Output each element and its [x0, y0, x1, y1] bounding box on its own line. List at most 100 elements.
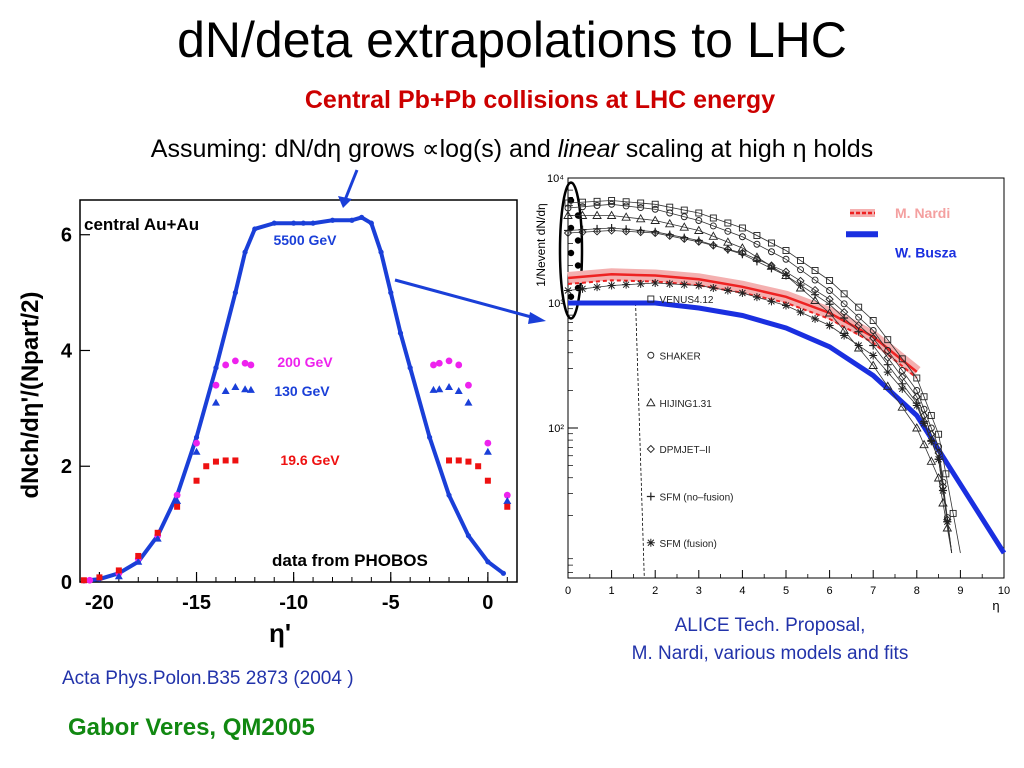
- right-x-tick-label: 0: [565, 585, 571, 597]
- series-sfm-no-fusion-marker: [767, 264, 776, 273]
- series-hijing1-31-marker: [912, 423, 922, 432]
- model-label-shaker: SHAKER: [660, 351, 701, 362]
- series-shaker-marker: [593, 202, 601, 209]
- series-sfm-no-fusion-marker: [709, 241, 718, 250]
- series-label-19-6-gev: 19.6 GeV: [280, 452, 340, 468]
- series-19-6-gev-point: [174, 503, 181, 510]
- series-hijing1-31-marker: [942, 523, 953, 532]
- series-hijing1-31-marker: [708, 231, 719, 240]
- right-chart-alice: 0 1 2 3 4 5 6 7 8 9 10 10² 10³ 10⁴ η 1/Nevent dN/dη VENU…: [534, 173, 1010, 613]
- series-shaker-marker: [608, 200, 616, 208]
- series-sfm-no-fusion-marker: [782, 271, 790, 280]
- series-dpmjet-ii-marker: [563, 228, 573, 238]
- right-x-tick-label: 6: [827, 585, 833, 597]
- series-200-gev-point: [247, 361, 255, 369]
- series-venus4-12-marker: [579, 198, 586, 206]
- series-shaker-marker: [826, 287, 834, 294]
- series-sfm-fusion-marker: [840, 331, 849, 340]
- series-venus4-12-marker: [797, 257, 804, 264]
- series-venus4-12-marker: [811, 267, 819, 274]
- left-plot-frame: [79, 199, 518, 583]
- series-19-6-gev-point: [80, 577, 87, 584]
- series-shaker-marker: [579, 203, 586, 211]
- series-130-gev-point: [231, 382, 240, 390]
- series-5500-gev-point: [407, 365, 413, 371]
- slide-title: dN/deta extrapolations to LHC: [177, 12, 847, 68]
- series-shaker-marker: [622, 202, 630, 210]
- series-venus4-12-marker: [935, 430, 943, 438]
- series-venus4-12-marker: [855, 303, 863, 311]
- series-sfm-fusion-marker: [927, 437, 936, 446]
- left-y-tick-label: 0: [61, 572, 72, 594]
- series-sfm-fusion-marker: [883, 368, 892, 377]
- series-hijing1-31-marker: [824, 308, 835, 317]
- model-label-venus4-12-marker: [647, 295, 655, 303]
- arrow-top-shaft: [343, 169, 359, 201]
- left-x-tick-label: -5: [382, 592, 400, 614]
- series-sfm-no-fusion-marker: [564, 226, 572, 235]
- series-130-gev-point: [134, 557, 143, 565]
- series-shaker-line: [567, 203, 953, 554]
- series-shaker-marker: [666, 209, 674, 217]
- series-sfm-fusion-marker: [811, 314, 820, 323]
- left-annotation-bottom: data from PHOBOS: [272, 551, 428, 570]
- series-venus4-12-marker: [637, 199, 645, 207]
- series-200-gev-point: [503, 491, 511, 499]
- series-sfm-no-fusion-marker: [854, 327, 863, 336]
- series-hijing1-31-marker: [795, 283, 806, 292]
- right-x-tick-label: 8: [914, 585, 920, 597]
- series-shaker-marker: [709, 222, 717, 230]
- series-sfm-fusion-marker: [709, 284, 718, 292]
- series-sfm-fusion-marker: [593, 283, 602, 292]
- series-200-gev-point: [484, 439, 492, 447]
- series-130-gev-point: [173, 496, 182, 504]
- assumption-text: Assuming: dN/dη grows ∝log(s) and linear…: [0, 134, 1024, 164]
- left-x-tick-label: -15: [182, 592, 211, 614]
- series-200-gev-point: [173, 491, 181, 499]
- series-hijing1-31-marker: [810, 295, 820, 304]
- series-hijing1-31-marker: [563, 210, 573, 219]
- series-sfm-no-fusion-marker: [796, 281, 805, 290]
- series-5500-gev-point: [368, 220, 374, 226]
- series-venus4-12-marker: [651, 200, 659, 208]
- series-sfm-fusion-marker: [796, 308, 805, 317]
- series-130-gev-point: [483, 447, 492, 455]
- series-hijing1-31-marker: [621, 212, 631, 221]
- left-x-axis-label: η': [269, 618, 291, 648]
- left-y-tick-label: 4: [61, 340, 73, 362]
- right-y-tick-label: 10³: [548, 298, 564, 310]
- right-x-tick-label: 9: [957, 585, 963, 597]
- series-5500-gev-line: [83, 215, 505, 583]
- assumption-italic: linear: [557, 135, 619, 163]
- series-5500-gev-point: [271, 220, 277, 226]
- reference-right-line2: M. Nardi, various models and fits: [631, 643, 909, 664]
- series-venus4-12-marker: [768, 239, 775, 247]
- right-y-tick-label: 10²: [548, 423, 564, 435]
- series-venus4-12-marker: [826, 277, 834, 284]
- series-shaker-marker: [768, 248, 775, 256]
- series-venus4-12-marker: [738, 224, 746, 232]
- legend-busza-label: W. Busza: [895, 244, 957, 260]
- series-venus4-12-line: [567, 200, 961, 554]
- arrow-right-head: [528, 312, 546, 324]
- series-130-gev-point: [192, 447, 201, 455]
- series-sfm-no-fusion-marker: [694, 236, 703, 245]
- right-plot-frame: [567, 177, 1005, 579]
- series-shaker-marker: [869, 327, 877, 334]
- series-shaker-marker: [753, 240, 761, 248]
- series-sfm-fusion-marker: [898, 384, 907, 393]
- series-19-6-gev-point: [446, 457, 453, 464]
- series-5500-gev-point: [397, 330, 404, 336]
- series-5500-gev-point: [427, 434, 433, 440]
- model-label-dpmjet-ii-marker: [646, 444, 655, 454]
- series-19-6-gev-point: [193, 477, 200, 484]
- series-dpmjet-ii-marker: [578, 228, 587, 237]
- series-19-6-gev-point: [212, 458, 219, 465]
- series-sfm-no-fusion-marker: [593, 224, 602, 233]
- series-130-gev-point: [464, 398, 473, 406]
- series-shaker-marker: [724, 227, 732, 235]
- series-sfm-no-fusion-marker: [825, 300, 834, 309]
- right-x-tick-label: 7: [870, 585, 876, 597]
- right-highlight-ellipse: [558, 181, 584, 320]
- series-19-6-gev-point: [115, 567, 122, 574]
